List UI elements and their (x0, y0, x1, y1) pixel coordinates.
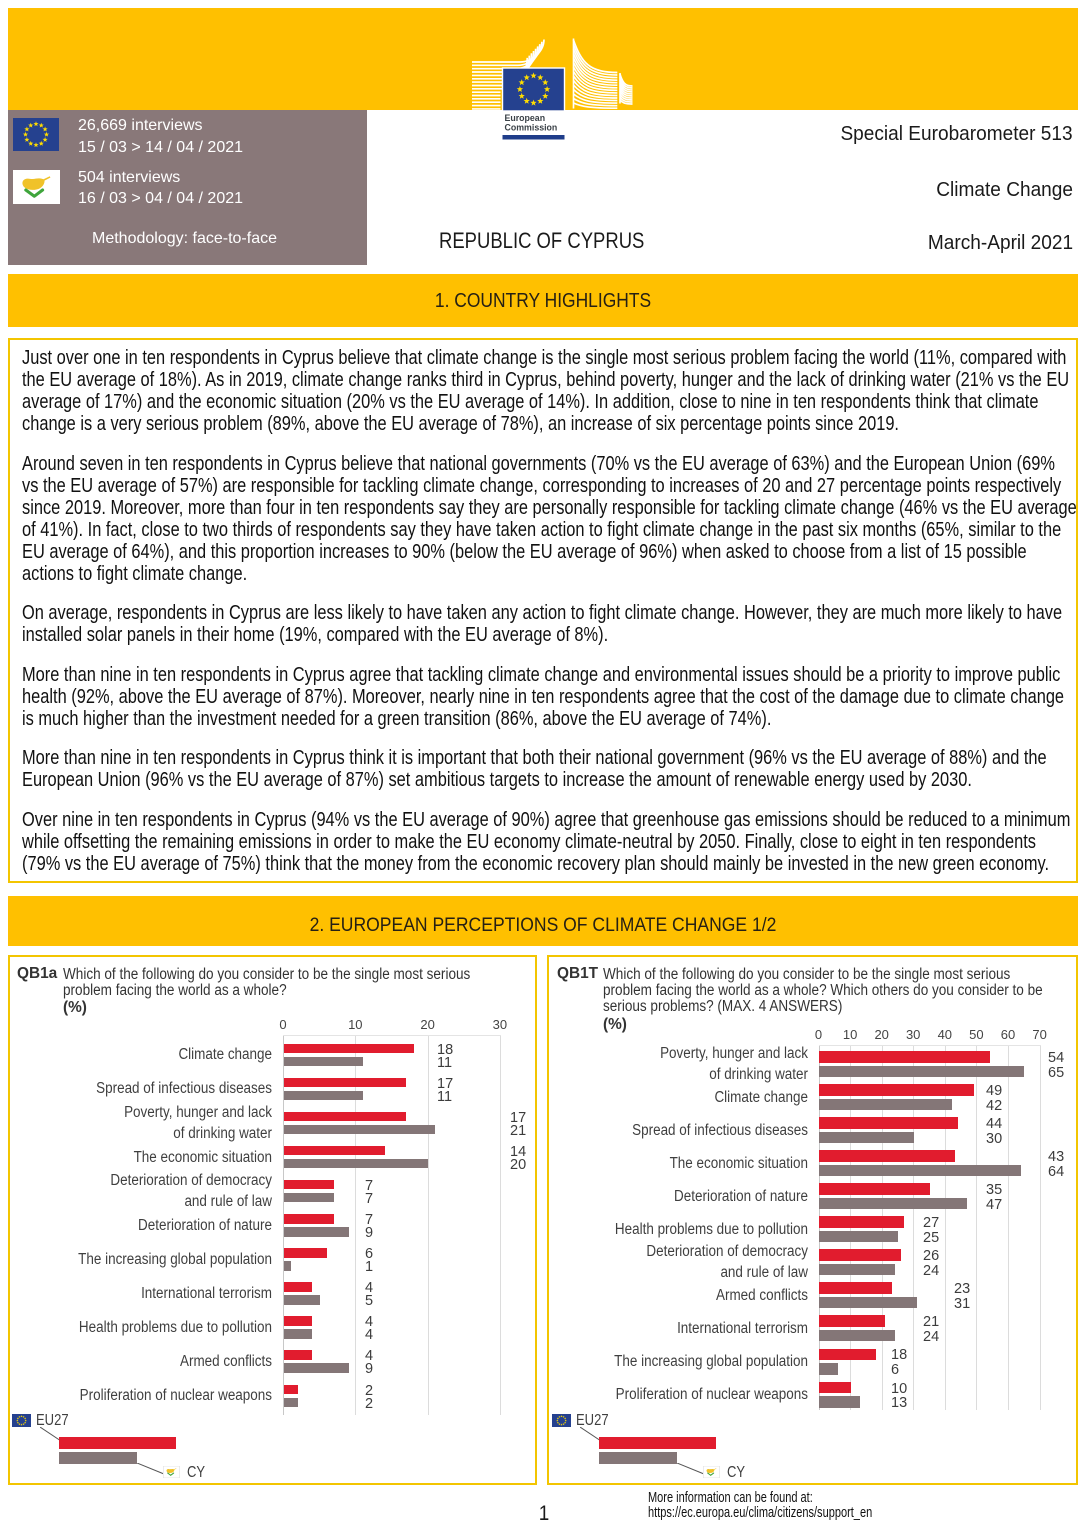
svg-text:Commission: Commission (505, 123, 558, 133)
svg-text:European: European (505, 113, 546, 123)
